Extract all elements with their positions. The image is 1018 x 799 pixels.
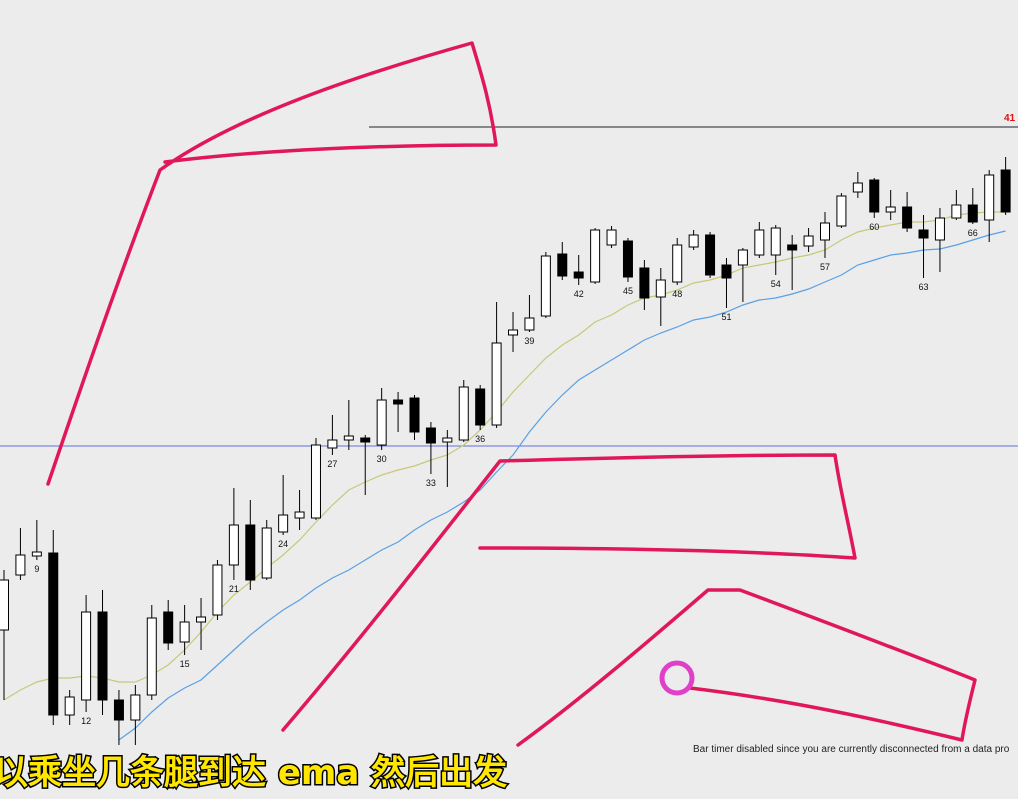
candle-body (310, 444, 321, 519)
candle-body (442, 437, 453, 443)
candle-body (491, 342, 502, 426)
annotation-stroke (281, 453, 857, 732)
bar-number: 48 (672, 289, 682, 299)
candle-body (836, 195, 847, 227)
cursor-highlight (659, 660, 695, 696)
candle-body (31, 551, 42, 557)
bar-number: 45 (623, 286, 633, 296)
candle-body (409, 397, 420, 433)
candle-body (787, 244, 798, 251)
annotation-stroke (46, 41, 498, 486)
candle-body (475, 388, 486, 426)
ema-line (3, 211, 1006, 701)
candle-body (146, 617, 157, 696)
status-message: Bar timer disabled since you are current… (693, 744, 1010, 755)
candle-body (655, 279, 666, 298)
candle-body (130, 694, 141, 721)
bar-number: 63 (919, 282, 929, 292)
candle-body (934, 217, 945, 241)
bar-number: 39 (524, 336, 534, 346)
annotations (46, 41, 977, 747)
candle-body (639, 267, 650, 299)
bar-number: 57 (820, 262, 830, 272)
candle-body (15, 554, 26, 576)
candle-body (721, 264, 732, 279)
bar-number: 9 (34, 564, 39, 574)
candle-body (524, 317, 535, 331)
candle-body (508, 329, 519, 336)
candle-body (852, 182, 863, 193)
candle-body (590, 229, 601, 283)
annotation-stroke (516, 588, 977, 747)
candle-body (918, 229, 929, 239)
bar-number: 21 (229, 584, 239, 594)
candle-body (869, 179, 880, 213)
bar-number: 60 (869, 222, 879, 232)
bar-number: 24 (278, 539, 288, 549)
candle-body (425, 427, 436, 444)
candle-body (97, 611, 108, 701)
candle-body (64, 696, 75, 716)
bar-number: 36 (475, 434, 485, 444)
plot-area: 9 12 15 21 24 27 30 33 36 39 42 45 48 51 54 57 60 63 66 (0, 126, 1018, 745)
candle-body (245, 524, 256, 581)
candle-body (360, 437, 371, 443)
bar-number: 30 (377, 454, 387, 464)
candle-body (820, 222, 830, 241)
bar-number: 27 (327, 459, 337, 469)
candle-body (803, 235, 814, 247)
candle-body (212, 564, 223, 616)
candle-body (951, 204, 962, 219)
candle-body (228, 524, 239, 566)
candle-body (196, 616, 207, 623)
bar-number: 12 (81, 716, 91, 726)
candle-body (737, 249, 748, 266)
candle-body (48, 552, 59, 716)
candle-body (770, 227, 781, 256)
bar-number: 33 (426, 478, 436, 488)
bar-number: 15 (180, 659, 190, 669)
candle-body (754, 229, 765, 256)
candle-body (573, 271, 584, 279)
candle-body (557, 253, 568, 277)
candle-body (688, 234, 699, 248)
candle-body (179, 621, 190, 643)
candle-body (393, 399, 404, 405)
video-subtitle: 以乘坐几条腿到达 ema 然后出发 (0, 753, 507, 793)
candle-body (540, 255, 551, 317)
candle-body (113, 699, 124, 721)
candle-body (984, 174, 995, 221)
ema-line (118, 230, 1006, 741)
bar-number: 42 (574, 289, 584, 299)
bar-number: 66 (968, 228, 978, 238)
candle-body (705, 234, 716, 276)
candle-body (672, 244, 683, 283)
candle-body (343, 435, 354, 441)
candle-body (1000, 169, 1011, 213)
candle-body (885, 206, 896, 213)
bar-number: 51 (721, 312, 731, 322)
price-label: 41 (1004, 113, 1016, 124)
candle-body (81, 611, 92, 701)
candle-body (902, 206, 913, 229)
candle-body (606, 229, 617, 246)
candle-body (622, 240, 633, 278)
candle-body (327, 439, 338, 449)
candle-body (0, 579, 9, 631)
candle-body (458, 386, 469, 441)
candle-body (261, 527, 272, 579)
candle-body (163, 611, 174, 644)
bar-number: 54 (771, 279, 781, 289)
candle-body (294, 511, 305, 519)
candle-body (376, 399, 387, 446)
candle-body (278, 514, 289, 533)
candle-body (967, 204, 978, 223)
